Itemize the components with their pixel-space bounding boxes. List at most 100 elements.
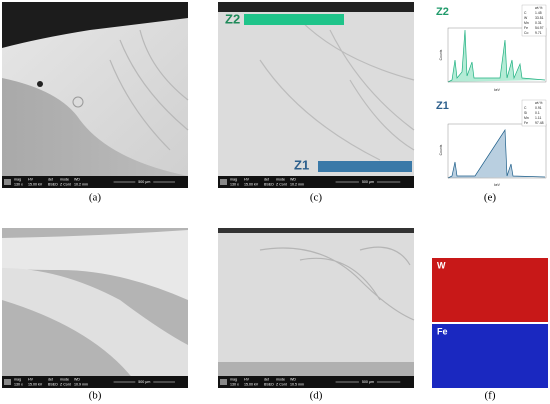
table-element: Co bbox=[524, 31, 528, 35]
info-header: mode bbox=[276, 377, 285, 381]
table-element: C bbox=[524, 11, 527, 15]
info-header: mag bbox=[14, 377, 21, 381]
info-header: mag bbox=[230, 177, 237, 181]
map-label: Fe bbox=[437, 326, 448, 336]
table-value: 54.97 bbox=[535, 26, 544, 30]
axis-label: Counts bbox=[439, 144, 443, 155]
info-header: HV bbox=[28, 177, 34, 181]
info-value: Z Cont bbox=[276, 382, 287, 386]
info-header: WD bbox=[74, 377, 80, 381]
info-header: det bbox=[48, 177, 53, 181]
info-value: 15.00 kV bbox=[28, 382, 43, 386]
info-value: 10.5 mm bbox=[290, 382, 304, 386]
info-value: 15.00 kV bbox=[244, 182, 259, 186]
table-element: C bbox=[524, 106, 527, 110]
table-element: Mn bbox=[524, 21, 529, 25]
panel-label: (c) bbox=[310, 192, 323, 204]
info-value: BSED bbox=[264, 182, 274, 186]
info-bar bbox=[2, 176, 188, 188]
info-value: BSED bbox=[264, 382, 274, 386]
zone-label: Z2 bbox=[436, 6, 449, 18]
info-value: 130 x bbox=[14, 382, 23, 386]
table-header: wt.% bbox=[535, 101, 542, 105]
scale-label: 500 μm bbox=[138, 380, 150, 384]
logo bbox=[220, 179, 227, 185]
logo bbox=[4, 379, 11, 385]
panel-label: (a) bbox=[89, 192, 102, 204]
info-header: det bbox=[264, 177, 269, 181]
scale-bg bbox=[358, 179, 377, 185]
info-header: mag bbox=[230, 377, 237, 381]
table-value: 1.11 bbox=[535, 116, 541, 120]
info-header: mode bbox=[60, 377, 69, 381]
table-box bbox=[521, 99, 547, 127]
info-bar bbox=[218, 376, 414, 388]
info-header: HV bbox=[244, 377, 250, 381]
table-element: W bbox=[524, 16, 528, 20]
table-header: wt.% bbox=[535, 6, 542, 10]
scale-bg bbox=[135, 379, 154, 385]
info-bar bbox=[218, 176, 414, 188]
scale-bg bbox=[358, 379, 377, 385]
table-value: 33.51 bbox=[535, 16, 544, 20]
info-header: det bbox=[48, 377, 53, 381]
sem-image-c: Z2 Z1 bbox=[218, 2, 415, 188]
table-value: 0.31 bbox=[535, 21, 542, 25]
scale-bg bbox=[135, 179, 154, 185]
info-value: Z Cont bbox=[276, 182, 287, 186]
table-value: 0.91 bbox=[535, 106, 542, 110]
info-value: BSED bbox=[48, 182, 58, 186]
panel-label: (b) bbox=[89, 390, 102, 402]
logo bbox=[4, 179, 11, 185]
table-value: 1.45 bbox=[535, 11, 542, 15]
table-element: Si bbox=[524, 111, 527, 115]
scale-label: 500 μm bbox=[138, 180, 150, 184]
table-value: 0.1 bbox=[535, 111, 540, 115]
info-value: BSED bbox=[48, 382, 58, 386]
info-header: HV bbox=[244, 177, 250, 181]
info-value: 15.00 kV bbox=[28, 182, 43, 186]
info-header: WD bbox=[290, 377, 296, 381]
info-value: 10.2 mm bbox=[290, 182, 304, 186]
info-header: HV bbox=[28, 377, 34, 381]
table-box bbox=[521, 4, 547, 37]
scale-label: 500 μm bbox=[362, 380, 374, 384]
sem-image-b bbox=[2, 228, 188, 388]
zone-label: Z1 bbox=[294, 157, 309, 172]
zone-bar-z1 bbox=[318, 161, 412, 172]
logo bbox=[220, 379, 227, 385]
table-value: 9.71 bbox=[535, 31, 542, 35]
scale-label: 500 μm bbox=[362, 180, 374, 184]
eds-maps: W Fe bbox=[432, 258, 548, 388]
info-value: 15.00 kV bbox=[244, 382, 259, 386]
axis-label: keV bbox=[494, 183, 501, 187]
info-header: mode bbox=[60, 177, 69, 181]
panel-label: (e) bbox=[484, 192, 497, 204]
panel-label: (f) bbox=[485, 390, 496, 402]
axis-label: Counts bbox=[439, 49, 443, 60]
info-bar bbox=[2, 376, 188, 388]
table-element: Mn bbox=[524, 116, 529, 120]
info-value: 130 x bbox=[14, 182, 23, 186]
info-value: 10.9 mm bbox=[74, 382, 88, 386]
table-element: Fe bbox=[524, 121, 528, 125]
info-header: mode bbox=[276, 177, 285, 181]
info-header: WD bbox=[290, 177, 296, 181]
table-value: 97.48 bbox=[535, 121, 544, 125]
zone-label: Z1 bbox=[436, 100, 449, 112]
axis-label: keV bbox=[494, 88, 501, 92]
info-value: 130 x bbox=[230, 182, 239, 186]
table-element: Fe bbox=[524, 26, 528, 30]
info-value: Z Cont bbox=[60, 382, 71, 386]
info-header: mag bbox=[14, 177, 21, 181]
info-value: 10.2 mm bbox=[74, 182, 88, 186]
zone-label: Z2 bbox=[225, 11, 240, 26]
map-label: W bbox=[437, 260, 446, 270]
info-value: Z Cont bbox=[60, 182, 71, 186]
info-header: WD bbox=[74, 177, 80, 181]
info-header: det bbox=[264, 377, 269, 381]
zone-bar-z2 bbox=[244, 14, 344, 25]
sem-image-d bbox=[218, 228, 415, 388]
panel-label: (d) bbox=[310, 390, 323, 402]
